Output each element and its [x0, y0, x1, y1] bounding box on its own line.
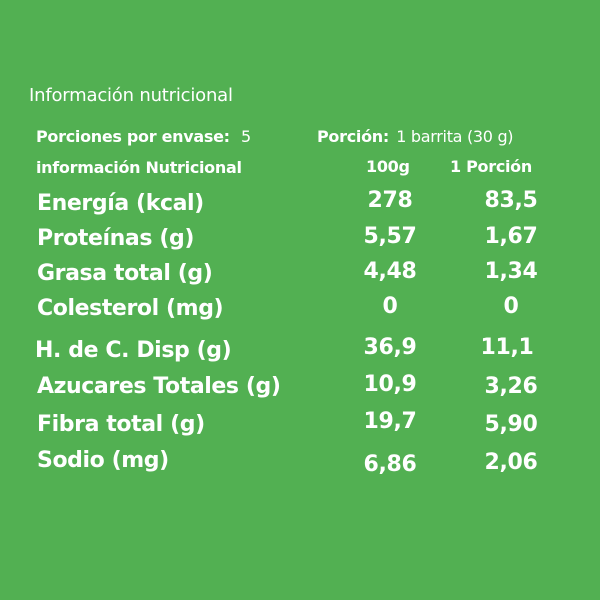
servings-per-container-label: Porciones por envase: — [36, 127, 230, 146]
panel-title: Información nutricional — [29, 85, 233, 106]
servings-per-container-value: 5 — [241, 127, 251, 146]
table-header-label: información Nutricional — [36, 158, 242, 177]
row-value-energia-100g: 278 — [367, 188, 413, 213]
row-label-azucares-totales: Azucares Totales (g) — [37, 374, 281, 399]
row-value-azucares-totales-porcion: 3,26 — [484, 374, 538, 399]
row-value-sodio-100g: 6,86 — [363, 452, 417, 477]
row-value-colesterol-porcion: 0 — [503, 294, 519, 319]
row-label-hidratos-de-carbono: H. de C. Disp (g) — [35, 338, 232, 363]
row-value-sodio-porcion: 2,06 — [484, 450, 538, 475]
column-header-100g: 100g — [366, 157, 410, 176]
row-value-fibra-total-porcion: 5,90 — [484, 412, 538, 437]
column-header-1-porcion: 1 Porción — [450, 157, 532, 176]
row-value-colesterol-100g: 0 — [382, 294, 398, 319]
row-value-azucares-totales-100g: 10,9 — [363, 372, 417, 397]
row-value-grasa-total-porcion: 1,34 — [484, 259, 538, 284]
serving-size-value: 1 barrita (30 g) — [396, 127, 514, 146]
row-label-fibra-total: Fibra total (g) — [37, 412, 205, 437]
row-label-sodio: Sodio (mg) — [37, 448, 169, 473]
row-label-colesterol: Colesterol (mg) — [37, 296, 224, 321]
row-label-grasa-total: Grasa total (g) — [37, 261, 213, 286]
row-value-grasa-total-100g: 4,48 — [363, 259, 417, 284]
servings-per-container: Porciones por envase: 5 — [36, 129, 251, 145]
row-value-hidratos-de-carbono-porcion: 11,1 — [480, 335, 534, 360]
row-label-proteinas: Proteínas (g) — [37, 226, 194, 251]
row-value-energia-porcion: 83,5 — [484, 188, 538, 213]
row-value-fibra-total-100g: 19,7 — [363, 409, 417, 434]
row-label-energia: Energía (kcal) — [37, 191, 204, 216]
row-value-hidratos-de-carbono-100g: 36,9 — [363, 335, 417, 360]
serving-size: Porción: 1 barrita (30 g) — [317, 127, 514, 146]
serving-size-label: Porción: — [317, 127, 389, 146]
row-value-proteinas-100g: 5,57 — [363, 224, 417, 249]
row-value-proteinas-porcion: 1,67 — [484, 224, 538, 249]
